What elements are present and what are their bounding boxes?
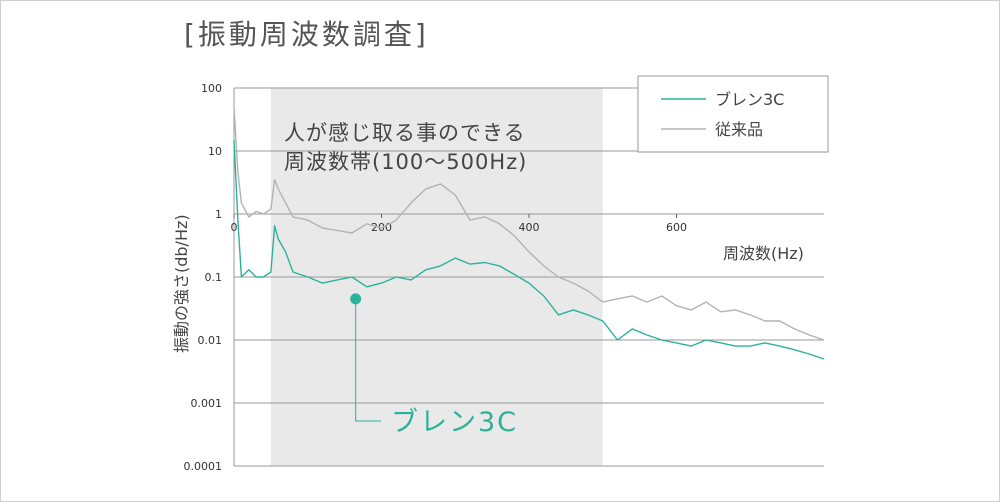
x-axis-label: 周波数(Hz) bbox=[723, 244, 804, 263]
y-tick-label: 0.001 bbox=[191, 397, 223, 410]
y-tick-label: 0.1 bbox=[205, 271, 223, 284]
legend-label-blen3c: ブレン3C bbox=[715, 90, 784, 109]
x-tick-label: 600 bbox=[666, 221, 687, 234]
y-axis-label: 振動の強さ(db/Hz) bbox=[172, 214, 191, 353]
x-tick-label: 400 bbox=[519, 221, 540, 234]
callout-leader-line bbox=[355, 298, 381, 422]
legend-box bbox=[637, 75, 829, 153]
x-tick-label: 0 bbox=[231, 221, 238, 234]
series-line-conventional bbox=[233, 106, 825, 341]
callout-marker bbox=[350, 293, 362, 305]
page-title: [振動周波数調査] bbox=[184, 18, 429, 51]
series-line-blen3c bbox=[233, 139, 825, 360]
y-tick-label: 1 bbox=[215, 208, 222, 221]
y-tick-label: 100 bbox=[201, 82, 222, 95]
highlight-label-line1: 人が感じ取る事のできる bbox=[284, 121, 526, 145]
callout-label: ブレン3C bbox=[391, 407, 518, 438]
y-tick-label: 0.0001 bbox=[184, 460, 223, 473]
legend-label-conventional: 従来品 bbox=[715, 120, 763, 139]
legend: ブレン3C 従来品 bbox=[637, 75, 829, 153]
highlight-label-line2: 周波数帯(100〜500Hz) bbox=[284, 150, 527, 174]
y-tick-label: 10 bbox=[208, 145, 222, 158]
y-tick-label: 0.01 bbox=[198, 334, 223, 347]
